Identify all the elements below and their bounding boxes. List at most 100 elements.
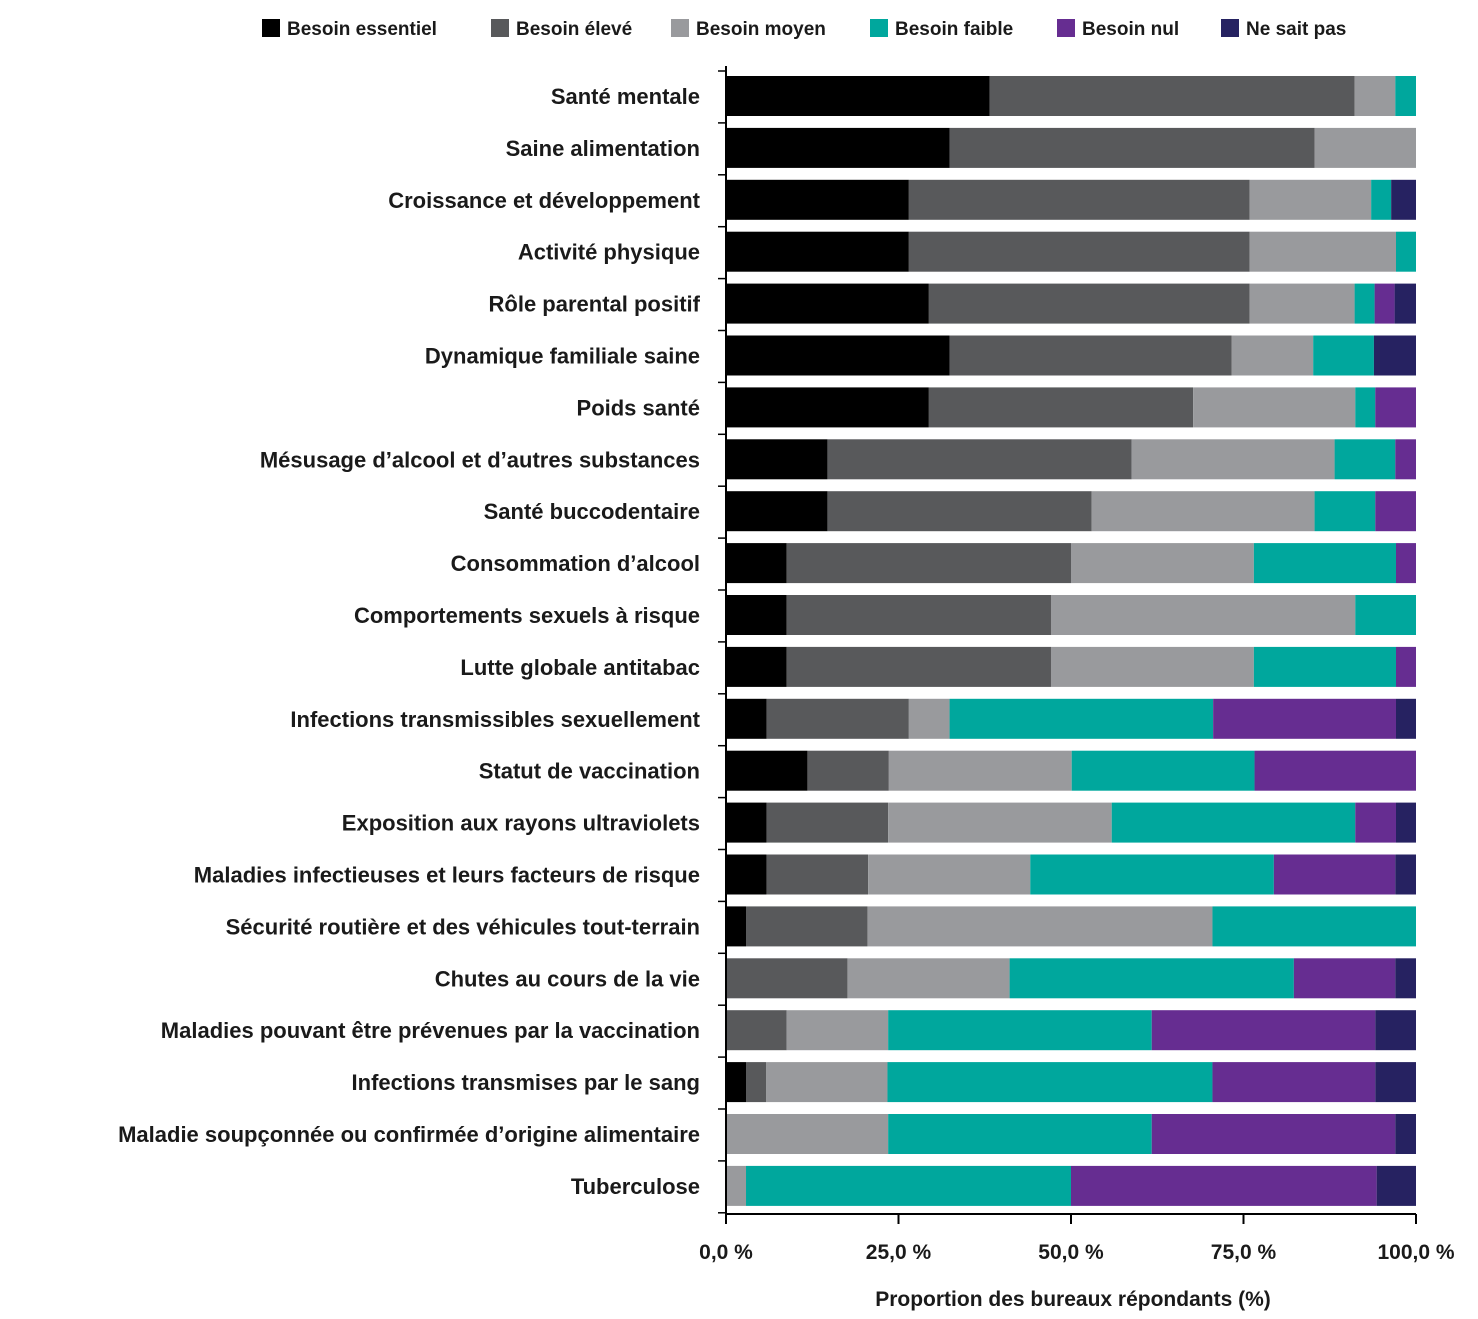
bar-ne-sait-pas-maladie-soupconnee-ou-confirmee-d-origine-alimentaire	[1395, 1114, 1416, 1154]
bar-besoin-eleve-maladies-pouvant-etre-prevenues-par-la-vaccination	[726, 1010, 787, 1051]
bar-ne-sait-pas-croissance-et-developpement	[1391, 179, 1416, 220]
category-label-lutte-globale-antitabac: Lutte globale antitabac	[460, 655, 700, 680]
bar-besoin-moyen-lutte-globale-antitabac	[1050, 646, 1254, 687]
category-label-consommation-d-alcool: Consommation d’alcool	[451, 551, 700, 576]
bar-besoin-eleve-securite-routiere-et-des-vehicules-tout-terrain	[746, 906, 868, 947]
bar-besoin-essentiel-role-parental-positif	[726, 283, 929, 324]
category-label-comportements-sexuels-a-risque: Comportements sexuels à risque	[354, 603, 700, 628]
category-labels: Santé mentale Saine alimentation Croissanc…	[118, 84, 701, 1199]
bar-besoin-eleve-dynamique-familiale-saine	[949, 335, 1232, 376]
bar-besoin-essentiel-statut-de-vaccination	[726, 750, 808, 791]
bar-besoin-faible-securite-routiere-et-des-vehicules-tout-terrain	[1212, 906, 1416, 947]
bar-besoin-moyen-comportements-sexuels-a-risque	[1050, 595, 1356, 635]
legend-label-ne-sait-pas: Ne sait pas	[1246, 19, 1346, 40]
bar-besoin-moyen-saine-alimentation	[1314, 127, 1416, 168]
bar-besoin-nul-tuberculose	[1071, 1165, 1377, 1206]
category-label-securite-routiere-et-des-vehicules-tout-terrain: Sécurité routière et des véhicules tout-…	[226, 914, 700, 939]
bar-besoin-eleve-lutte-globale-antitabac	[786, 646, 1051, 687]
bar-ne-sait-pas-tuberculose	[1376, 1165, 1416, 1206]
bar-besoin-faible-maladies-infectieuses-et-leurs-facteurs-de-risque	[1030, 854, 1274, 895]
legend-swatch-besoin-moyen	[671, 19, 689, 37]
bar-besoin-eleve-poids-sante	[928, 387, 1194, 428]
bar-besoin-moyen-maladie-soupconnee-ou-confirmee-d-origine-alimentaire	[726, 1114, 889, 1154]
bar-besoin-moyen-chutes-au-cours-de-la-vie	[847, 958, 1010, 999]
category-label-infections-transmissibles-sexuellement: Infections transmissibles sexuellement	[290, 707, 700, 732]
legend-label-besoin-moyen: Besoin moyen	[696, 19, 826, 40]
bar-besoin-essentiel-consommation-d-alcool	[726, 543, 787, 584]
bar-besoin-faible-activite-physique	[1395, 231, 1416, 272]
bar-besoin-moyen-mesusage-d-alcool-et-d-autres-substances	[1131, 439, 1335, 480]
category-label-maladies-infectieuses-et-leurs-facteurs-de-risque: Maladies infectieuses et leurs facteurs …	[194, 863, 700, 888]
category-label-chutes-au-cours-de-la-vie: Chutes au cours de la vie	[435, 966, 700, 991]
bar-besoin-eleve-maladies-infectieuses-et-leurs-facteurs-de-risque	[766, 854, 869, 895]
legend-swatch-ne-sait-pas	[1221, 19, 1239, 37]
bar-besoin-eleve-mesusage-d-alcool-et-d-autres-substances	[827, 439, 1132, 480]
bar-besoin-essentiel-maladies-infectieuses-et-leurs-facteurs-de-risque	[726, 854, 767, 895]
category-label-maladies-pouvant-etre-prevenues-par-la-vaccination: Maladies pouvant être prévenues par la v…	[161, 1018, 700, 1043]
bar-besoin-moyen-consommation-d-alcool	[1071, 543, 1254, 584]
legend-label-besoin-essentiel: Besoin essentiel	[287, 19, 437, 40]
category-label-tuberculose: Tuberculose	[571, 1174, 700, 1199]
legend: Besoin essentiel Besoin élevé Besoin moyen…	[262, 19, 1346, 40]
bar-besoin-essentiel-saine-alimentation	[726, 127, 950, 168]
bar-besoin-faible-comportements-sexuels-a-risque	[1355, 595, 1416, 635]
bar-besoin-eleve-infections-transmises-par-le-sang	[746, 1062, 767, 1103]
bar-besoin-moyen-croissance-et-developpement	[1249, 179, 1372, 220]
bar-besoin-faible-poids-sante	[1355, 387, 1376, 428]
category-label-mesusage-d-alcool-et-d-autres-substances: Mésusage d’alcool et d’autres substances	[260, 447, 700, 472]
bar-besoin-moyen-sante-mentale	[1354, 76, 1396, 116]
bar-besoin-moyen-securite-routiere-et-des-vehicules-tout-terrain	[867, 906, 1213, 947]
bar-besoin-moyen-sante-buccodentaire	[1091, 491, 1315, 532]
bar-besoin-faible-role-parental-positif	[1354, 283, 1375, 324]
category-label-maladie-soupconnee-ou-confirmee-d-origine-alimentaire: Maladie soupçonnée ou confirmée d’origin…	[118, 1122, 700, 1147]
bar-besoin-faible-dynamique-familiale-saine	[1313, 335, 1374, 376]
bar-besoin-moyen-tuberculose	[726, 1165, 747, 1206]
bar-besoin-eleve-statut-de-vaccination	[807, 750, 889, 791]
category-label-sante-mentale: Santé mentale	[551, 84, 700, 109]
bar-besoin-essentiel-activite-physique	[726, 231, 909, 272]
bar-besoin-faible-maladies-pouvant-etre-prevenues-par-la-vaccination	[888, 1010, 1152, 1051]
category-label-dynamique-familiale-saine: Dynamique familiale saine	[425, 344, 700, 369]
bar-besoin-faible-maladie-soupconnee-ou-confirmee-d-origine-alimentaire	[888, 1114, 1152, 1154]
bar-besoin-nul-infections-transmises-par-le-sang	[1212, 1062, 1376, 1103]
bar-besoin-moyen-poids-sante	[1193, 387, 1356, 428]
legend-swatch-besoin-faible	[870, 19, 888, 37]
bar-besoin-eleve-exposition-aux-rayons-ultraviolets	[766, 802, 889, 843]
bar-besoin-faible-croissance-et-developpement	[1371, 179, 1392, 220]
bar-besoin-faible-tuberculose	[746, 1165, 1071, 1206]
bar-besoin-eleve-sante-buccodentaire	[827, 491, 1092, 532]
bar-besoin-nul-infections-transmissibles-sexuellement	[1213, 698, 1396, 739]
x-tick-label: 100,0 %	[1377, 1241, 1454, 1264]
bar-besoin-moyen-infections-transmissibles-sexuellement	[908, 698, 950, 739]
category-label-exposition-aux-rayons-ultraviolets: Exposition aux rayons ultraviolets	[342, 811, 700, 836]
x-tick-label: 50,0 %	[1038, 1241, 1104, 1264]
x-tick-label: 75,0 %	[1211, 1241, 1277, 1264]
bar-besoin-essentiel-sante-mentale	[726, 76, 990, 116]
bar-ne-sait-pas-infections-transmissibles-sexuellement	[1395, 698, 1416, 739]
bar-besoin-eleve-role-parental-positif	[928, 283, 1250, 324]
bar-besoin-nul-statut-de-vaccination	[1254, 750, 1416, 791]
bar-besoin-faible-infections-transmises-par-le-sang	[887, 1062, 1213, 1103]
category-label-role-parental-positif: Rôle parental positif	[489, 292, 701, 317]
category-label-saine-alimentation: Saine alimentation	[506, 136, 700, 161]
legend-label-besoin-faible: Besoin faible	[895, 19, 1013, 40]
bar-besoin-nul-mesusage-d-alcool-et-d-autres-substances	[1395, 439, 1416, 480]
bar-besoin-faible-exposition-aux-rayons-ultraviolets	[1111, 802, 1356, 843]
x-axis-title: Proportion des bureaux répondants (%)	[875, 1288, 1271, 1311]
bar-besoin-essentiel-mesusage-d-alcool-et-d-autres-substances	[726, 439, 828, 480]
axes: 0,0 % 25,0 % 50,0 % 75,0 % 100,0 %	[699, 66, 1455, 1264]
bar-besoin-moyen-maladies-pouvant-etre-prevenues-par-la-vaccination	[786, 1010, 889, 1051]
bar-besoin-essentiel-poids-sante	[726, 387, 929, 428]
legend-swatch-besoin-nul	[1057, 19, 1075, 37]
bar-besoin-faible-mesusage-d-alcool-et-d-autres-substances	[1334, 439, 1396, 480]
bar-besoin-essentiel-infections-transmises-par-le-sang	[726, 1062, 747, 1103]
bar-besoin-faible-statut-de-vaccination	[1071, 750, 1255, 791]
x-tick-label: 0,0 %	[699, 1241, 753, 1264]
bar-besoin-essentiel-exposition-aux-rayons-ultraviolets	[726, 802, 767, 843]
bar-besoin-faible-chutes-au-cours-de-la-vie	[1009, 958, 1294, 999]
bar-besoin-eleve-infections-transmissibles-sexuellement	[766, 698, 909, 739]
bar-besoin-nul-consommation-d-alcool	[1395, 543, 1416, 584]
bar-besoin-faible-infections-transmissibles-sexuellement	[949, 698, 1214, 739]
category-label-poids-sante: Poids santé	[577, 395, 700, 420]
